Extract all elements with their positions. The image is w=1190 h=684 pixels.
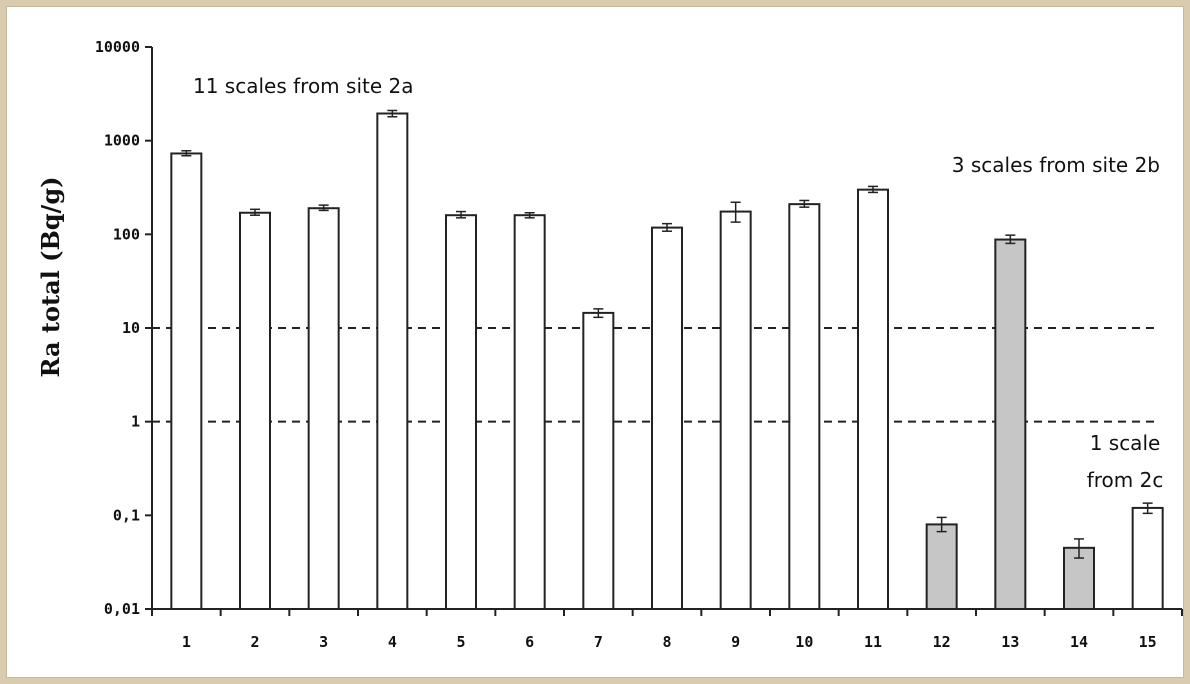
bar-10 (788, 203, 821, 610)
x-tick-label: 6 (525, 633, 534, 651)
y-tick-label: 0,01 (104, 600, 140, 618)
bar-2 (239, 211, 271, 610)
bar-15 (1131, 506, 1164, 610)
bar-3 (307, 207, 340, 610)
x-tick-label: 7 (594, 633, 603, 651)
y-tick-label: 1 (131, 413, 140, 431)
error-bar-8 (662, 222, 672, 232)
bar-12 (925, 523, 958, 611)
bar-9 (719, 210, 752, 611)
error-bar-6 (524, 211, 535, 219)
error-bar-2 (250, 208, 260, 216)
x-tick-label: 8 (662, 633, 671, 651)
annotation-site-2a: 11 scales from site 2a (193, 74, 413, 98)
x-tick-label: 14 (1070, 633, 1088, 651)
error-bar-13 (1005, 234, 1016, 245)
error-bar-3 (318, 204, 329, 212)
error-bar-12 (936, 516, 947, 533)
bar-6 (513, 214, 546, 611)
y-tick-label: 10000 (95, 38, 140, 56)
y-tick-label: 10 (122, 319, 140, 337)
bars-group (170, 112, 1164, 611)
x-tick-label: 15 (1139, 633, 1157, 651)
error-bar-10 (799, 199, 810, 208)
x-tick-label: 9 (731, 633, 740, 651)
error-bars-group (181, 109, 1153, 559)
bar-7 (582, 311, 615, 610)
error-bar-14 (1074, 538, 1084, 559)
x-tick-label: 1 (182, 633, 191, 651)
error-bar-7 (593, 308, 604, 319)
y-tick-label: 0,1 (113, 506, 140, 524)
x-tick-label: 2 (250, 633, 259, 651)
x-tick-label: 5 (456, 633, 465, 651)
y-axis-label: Ra total (Bq/g) (36, 177, 65, 378)
error-bar-11 (868, 185, 878, 194)
y-tick-label: 100 (113, 225, 140, 243)
error-bar-4 (387, 109, 398, 118)
y-ticks: 10000 1000 100 10 1 0,1 0,01 (95, 38, 152, 618)
bar-5 (445, 214, 477, 611)
x-tick-label: 10 (795, 633, 813, 651)
x-tick-label: 11 (864, 633, 882, 651)
bar-1 (170, 152, 203, 611)
error-bar-9 (730, 201, 741, 223)
bar-11 (857, 188, 889, 610)
annotation-site-2b: 3 scales from site 2b (952, 153, 1160, 177)
annotation-site-2c-line2: from 2c (1087, 468, 1164, 492)
annotation-site-2c-line1: 1 scale (1090, 431, 1161, 455)
error-bar-5 (456, 210, 466, 219)
x-tick-label: 12 (933, 633, 951, 651)
x-tick-label: 13 (1001, 633, 1019, 651)
bar-4 (376, 112, 409, 610)
chart-frame: 10000 1000 100 10 1 0,1 0,01 1 2 3 4 5 6 7 8 9 10 11 12 13… (6, 6, 1184, 678)
bar-8 (651, 226, 683, 611)
x-tick-label: 4 (388, 633, 397, 651)
bar-13 (994, 238, 1027, 611)
y-tick-label: 1000 (104, 132, 140, 150)
error-bar-15 (1142, 502, 1153, 515)
x-tick-label: 3 (319, 633, 328, 651)
x-ticks: 1 2 3 4 5 6 7 8 9 10 11 12 13 14 15 (151, 609, 1183, 651)
error-bar-1 (181, 150, 192, 157)
